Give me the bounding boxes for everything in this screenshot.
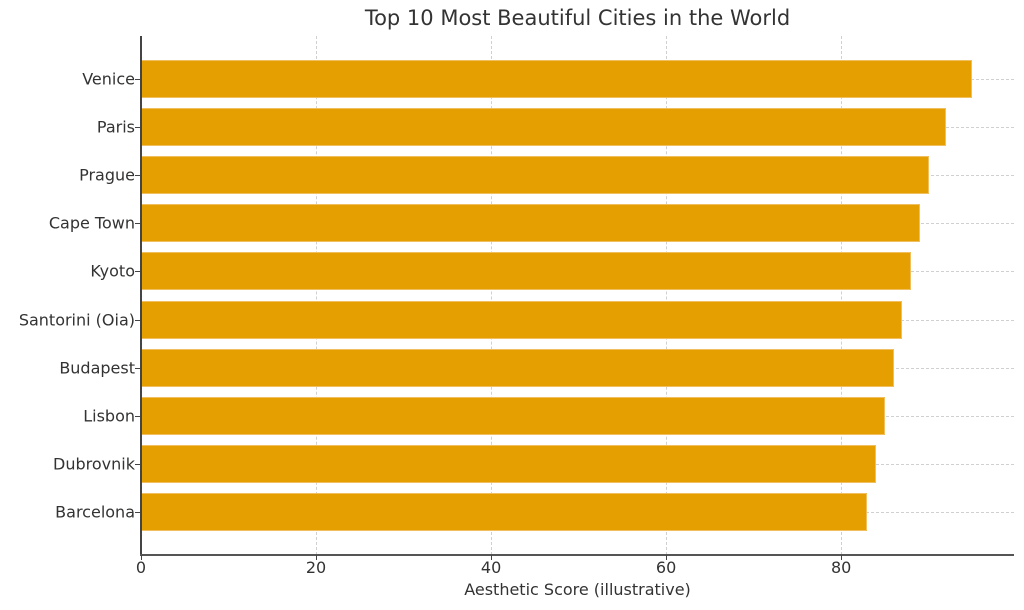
- y-tick-label: Paris: [96, 117, 135, 137]
- y-tick: [135, 511, 141, 513]
- y-tick-label: Barcelona: [55, 502, 135, 522]
- x-tick: [141, 555, 142, 560]
- bar-venice: [141, 60, 973, 98]
- bar-barcelona: [141, 492, 868, 531]
- x-tick: [491, 555, 493, 560]
- bar-kyoto: [141, 252, 912, 291]
- y-tick-label: Dubrovnik: [53, 454, 135, 474]
- y-axis-line: [140, 36, 142, 556]
- bar-santorini-oia: [141, 300, 903, 339]
- chart-title: Top 10 Most Beautiful Cities in the Worl…: [364, 6, 791, 30]
- x-tick-label: 60: [655, 558, 677, 577]
- y-tick-label: Cape Town: [48, 213, 135, 233]
- x-tick-label: 0: [135, 558, 147, 577]
- x-gridline: [666, 36, 668, 555]
- y-tick-label: Venice: [82, 69, 135, 89]
- y-tick: [135, 463, 141, 465]
- x-tick-label: 80: [830, 558, 852, 577]
- x-gridline: [491, 36, 493, 555]
- y-tick-label: Budapest: [59, 358, 135, 378]
- x-axis-line: [140, 554, 1014, 556]
- x-tick: [316, 555, 318, 560]
- bar-prague: [141, 156, 929, 195]
- y-tick-label: Prague: [79, 165, 135, 185]
- x-axis-title: Aesthetic Score (illustrative): [464, 580, 691, 599]
- y-tick: [135, 175, 141, 177]
- y-tick: [135, 271, 141, 273]
- x-tick-label: 20: [305, 558, 327, 577]
- bar-lisbon: [141, 396, 885, 435]
- y-tick: [135, 415, 141, 417]
- y-tick: [135, 319, 141, 321]
- y-tick-label: Santorini (Oia): [18, 310, 135, 329]
- y-tick: [135, 127, 141, 129]
- y-tick-label: Lisbon: [83, 406, 135, 426]
- bar-dubrovnik: [141, 444, 877, 483]
- bar-cape-town: [141, 204, 920, 243]
- y-tick: [135, 223, 141, 225]
- bar-budapest: [141, 348, 894, 387]
- x-tick-label: 40: [480, 558, 502, 577]
- x-gridline: [316, 36, 318, 555]
- x-gridline: [841, 36, 843, 555]
- y-tick: [135, 367, 141, 369]
- y-tick-label: Kyoto: [90, 261, 135, 281]
- bar-paris: [141, 108, 947, 147]
- x-tick: [666, 555, 668, 560]
- y-tick: [135, 79, 141, 80]
- x-tick: [841, 555, 843, 560]
- plot-area: [141, 36, 1014, 555]
